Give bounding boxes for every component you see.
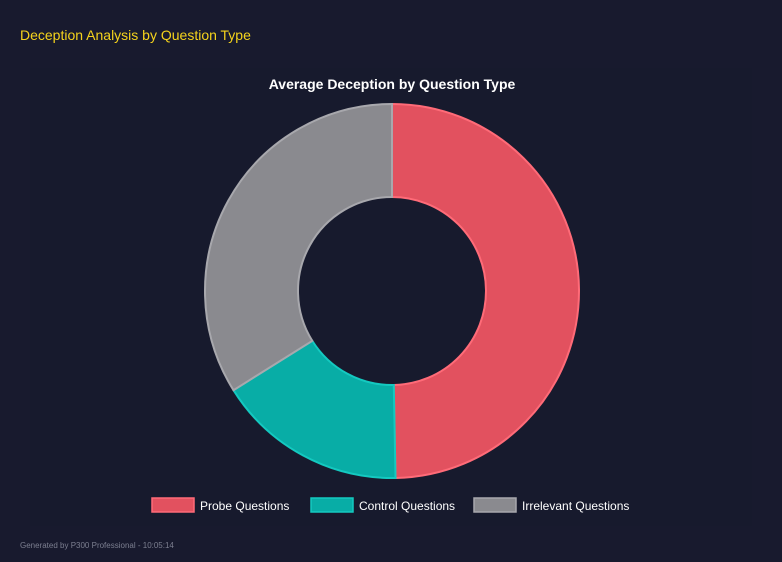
slice-irrelevant-questions[interactable]	[204, 102, 393, 392]
legend-label: Irrelevant Questions	[522, 499, 629, 513]
legend-swatch	[310, 497, 354, 513]
legend-label: Probe Questions	[200, 499, 289, 513]
slice-probe-questions[interactable]	[391, 102, 581, 479]
legend-swatch	[473, 497, 517, 513]
legend-swatch	[151, 497, 195, 513]
footer-text: Generated by P300 Professional - 10:05:1…	[20, 541, 174, 550]
chart-title: Average Deception by Question Type	[269, 76, 516, 92]
legend-item[interactable]: Probe Questions	[151, 497, 289, 513]
slice-control-questions[interactable]	[232, 339, 397, 479]
legend-item[interactable]: Control Questions	[310, 497, 455, 513]
legend-label: Control Questions	[359, 499, 455, 513]
legend-item[interactable]: Irrelevant Questions	[473, 497, 629, 513]
page-title: Deception Analysis by Question Type	[20, 27, 251, 43]
